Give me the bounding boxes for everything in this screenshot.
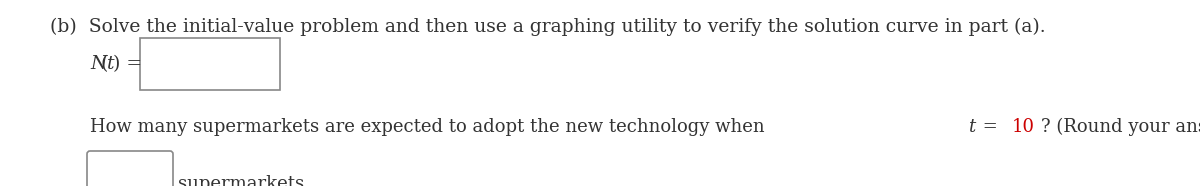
Text: 10: 10 (1012, 118, 1034, 136)
Text: N: N (90, 55, 107, 73)
Text: t: t (968, 118, 976, 136)
Text: ? (Round your answer to the nearest integer.): ? (Round your answer to the nearest inte… (1042, 118, 1200, 136)
Text: (b)  Solve the initial-value problem and then use a graphing utility to verify t: (b) Solve the initial-value problem and … (50, 18, 1045, 36)
FancyBboxPatch shape (88, 151, 173, 186)
Bar (140, 38, 280, 90)
Text: (: ( (101, 55, 108, 73)
Text: =: = (977, 118, 1003, 136)
Text: How many supermarkets are expected to adopt the new technology when: How many supermarkets are expected to ad… (90, 118, 770, 136)
Text: t: t (107, 55, 114, 73)
Text: supermarkets: supermarkets (178, 175, 304, 186)
Text: ) =: ) = (113, 55, 142, 73)
